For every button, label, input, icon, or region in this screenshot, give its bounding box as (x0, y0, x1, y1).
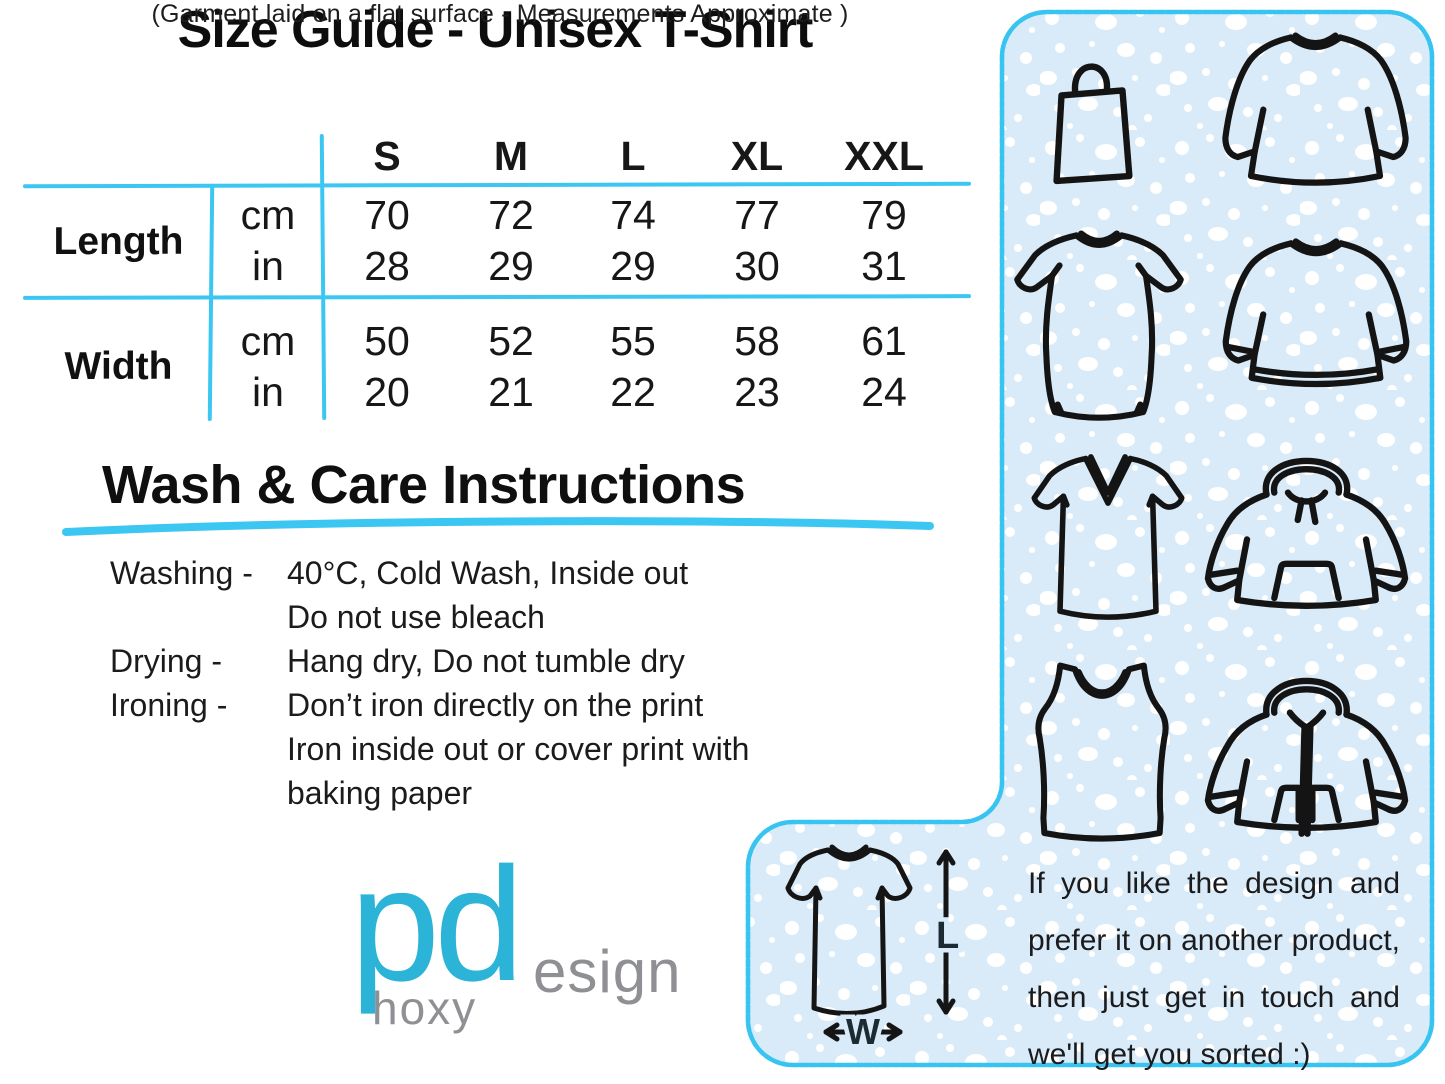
v-neck-t-shirt-icon (1031, 454, 1185, 620)
table-value: 24 (861, 369, 907, 415)
heading-underline (62, 517, 934, 536)
table-value: 28 (364, 243, 410, 289)
table-value: 70 (364, 192, 410, 238)
tank-top-icon (1035, 662, 1169, 842)
care-row: Do not use bleach (110, 595, 890, 639)
measurement-diagram: L W (785, 844, 964, 1051)
note-line: If you like the design and (1028, 867, 1400, 900)
table-value: 52 (488, 318, 534, 364)
care-row: Drying - Hang dry, Do not tumble dry (110, 639, 890, 683)
tote-bag-icon (1053, 63, 1133, 185)
table-value: 55 (610, 318, 656, 364)
table-divider-line (22, 181, 972, 189)
table-value: 22 (610, 369, 656, 415)
care-text: Iron inside out or cover print with (287, 731, 750, 767)
page-subtitle: (Garment laid on a flat surface - Measur… (151, 0, 849, 28)
table-divider-line (22, 294, 972, 300)
care-label: Ironing - (110, 687, 228, 723)
table-value: 29 (488, 243, 534, 289)
long-sleeve-shirt-icon (1222, 32, 1409, 186)
table-value: 72 (488, 192, 534, 238)
row-group-width: Width (64, 345, 173, 388)
table-value: 77 (734, 192, 780, 238)
width-arrow (823, 1022, 903, 1042)
row-group-length: Length (53, 220, 184, 263)
logo-pd-monogram: pd (350, 834, 524, 1015)
panel-outline (745, 9, 1435, 1068)
care-label: Drying - (110, 643, 223, 679)
size-table: S M L XL XXL Length Width cm 70 72 74 77… (22, 128, 972, 433)
table-value: 31 (861, 243, 907, 289)
size-header-l: L (620, 133, 646, 179)
note-line: prefer it on another product, (1028, 924, 1400, 957)
care-text: 40°C, Cold Wash, Inside out (287, 555, 689, 591)
unit-label: cm (240, 192, 296, 238)
size-header-m: M (493, 133, 529, 179)
logo-phoxy-text: hoxy (372, 982, 478, 1034)
table-value: 29 (610, 243, 656, 289)
table-value: 61 (861, 318, 907, 364)
care-text: Do not use bleach (287, 599, 545, 635)
length-arrow (936, 849, 956, 1015)
care-text: Don’t iron directly on the print (287, 687, 704, 723)
table-value: 20 (364, 369, 410, 415)
care-text: baking paper (287, 775, 473, 811)
note-line: we'll get you sorted :) (1028, 1038, 1311, 1071)
care-instructions: Washing - 40°C, Cold Wash, Inside out Do… (110, 551, 890, 815)
table-value: 23 (734, 369, 780, 415)
size-header-xl: XL (730, 133, 784, 179)
care-row: Washing - 40°C, Cold Wash, Inside out (110, 551, 890, 595)
contact-note: If you like the design and prefer it on … (1028, 855, 1400, 1083)
width-dimension-label: W (846, 1011, 880, 1051)
hoodie-icon (1204, 457, 1409, 609)
care-row: Ironing - Don’t iron directly on the pri… (110, 683, 890, 727)
sweatshirt-icon (1222, 238, 1410, 388)
table-value: 79 (861, 192, 907, 238)
care-text: Hang dry, Do not tumble dry (287, 643, 685, 679)
size-header-s: S (373, 133, 401, 179)
unit-label: in (252, 243, 284, 289)
unit-label: cm (240, 318, 296, 364)
care-heading: Wash & Care Instructions (102, 455, 746, 515)
table-value: 21 (488, 369, 534, 415)
care-row: baking paper (110, 771, 890, 815)
care-label: Washing - (110, 555, 253, 591)
size-header-xxl: XXL (844, 133, 924, 179)
logo-design-text: esign (533, 938, 682, 1005)
zip-hoodie-icon (1204, 677, 1409, 837)
table-value: 74 (610, 192, 656, 238)
table-value: 50 (364, 318, 410, 364)
diagram-tshirt-icon (785, 844, 913, 1017)
note-line: then just get in touch and (1028, 981, 1400, 1014)
page-title: Size Guide - Unisex T-Shirt (177, 1, 814, 59)
table-value: 58 (734, 318, 780, 364)
womens-t-shirt-icon (1014, 230, 1184, 421)
unit-label: in (252, 369, 284, 415)
length-dimension-label: L (936, 915, 959, 957)
table-value: 30 (734, 243, 780, 289)
care-row: Iron inside out or cover print with (110, 727, 890, 771)
